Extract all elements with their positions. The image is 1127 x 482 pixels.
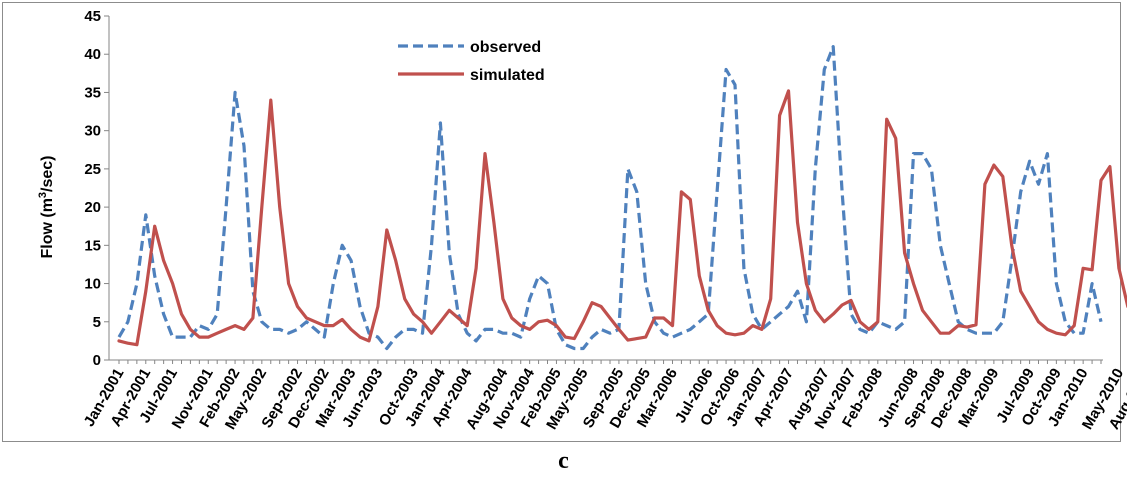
y-tick-label: 20	[84, 199, 101, 216]
series-line-observed	[117, 44, 1103, 351]
y-tick-label: 15	[84, 237, 101, 254]
y-tick-label: 35	[84, 84, 101, 101]
y-tick-label: 25	[84, 161, 101, 178]
y-tick-label: 10	[84, 276, 101, 293]
y-tick-label: 45	[84, 8, 101, 25]
series-layer	[117, 44, 1127, 351]
axes: 051015202530354045Jan-2001Apr-2001Jul-20…	[81, 8, 1127, 432]
y-tick-label: 40	[84, 46, 101, 63]
y-tick-label: 0	[93, 352, 101, 369]
y-axis-title: Flow (m3/sec)	[37, 155, 56, 258]
legend-label-simulated: simulated	[470, 67, 545, 84]
legend-label-observed: observed	[470, 39, 541, 56]
legend: observed simulated	[398, 39, 545, 84]
y-tick-label: 30	[84, 123, 101, 140]
panel-label: c	[558, 448, 569, 474]
y-tick-label: 5	[93, 314, 101, 331]
line-chart: 051015202530354045Jan-2001Apr-2001Jul-20…	[37, 8, 1127, 432]
series-line-simulated	[117, 89, 1127, 347]
chart-frame	[2, 2, 1121, 442]
